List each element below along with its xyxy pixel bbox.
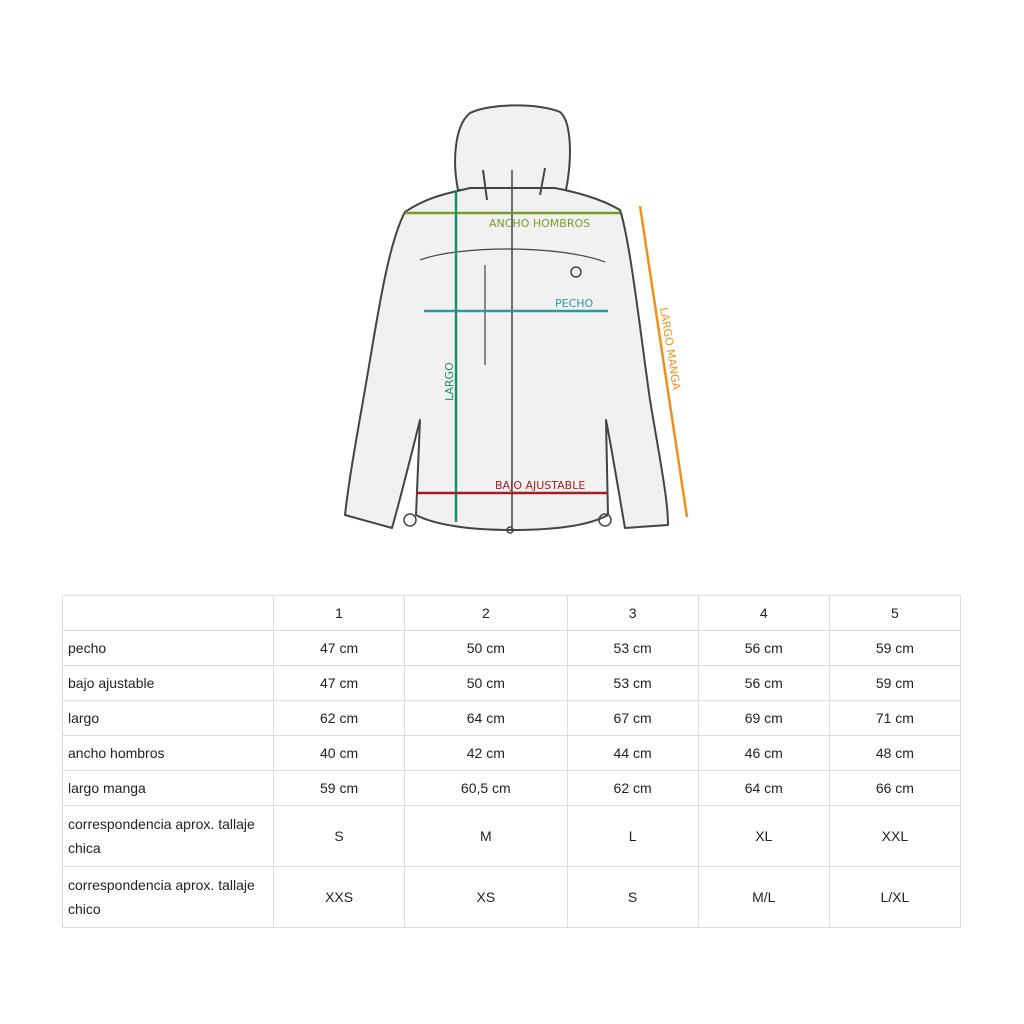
table-cell: 53 cm (566, 665, 699, 701)
sleeve-length-line (638, 205, 689, 518)
table-cell: 59 cm (828, 630, 962, 666)
row-label: largo manga (62, 770, 274, 806)
table-cell: 44 cm (566, 735, 699, 771)
table-cell: 46 cm (697, 735, 830, 771)
table-cell: XXS (272, 866, 406, 928)
table-cell: 56 cm (697, 665, 830, 701)
jacket-measurement-diagram: ANCHO HOMBROS PECHO BAJO AJUSTABLE LARGO… (344, 104, 689, 534)
table-cell: M (404, 805, 568, 867)
size-table: 1 2 3 4 5 pecho 47 cm 50 cm 53 cm 56 cm 59 cm bajo … (62, 595, 962, 928)
table-row: correspondencia aprox. tallaje chico XXS X… (62, 866, 962, 928)
table-cell: L/XL (828, 866, 962, 928)
table-cell: 59 cm (272, 770, 406, 806)
table-cell: 67 cm (566, 700, 699, 736)
hem-label: BAJO AJUSTABLE (495, 479, 585, 492)
table-cell: 69 cm (697, 700, 830, 736)
table-header-cell: 3 (566, 595, 699, 631)
table-row: pecho 47 cm 50 cm 53 cm 56 cm 59 cm (62, 630, 962, 666)
table-cell: 56 cm (697, 630, 830, 666)
table-cell: 47 cm (272, 665, 406, 701)
table-cell: 42 cm (404, 735, 568, 771)
row-label: largo (62, 700, 274, 736)
length-label: LARGO (443, 362, 456, 401)
table-cell: S (566, 866, 699, 928)
table-row: bajo ajustable 47 cm 50 cm 53 cm 56 cm 59 cm (62, 665, 962, 701)
row-label: correspondencia aprox. tallaje chico (62, 866, 274, 928)
table-cell: 48 cm (828, 735, 962, 771)
chest-label: PECHO (555, 297, 594, 310)
table-cell: 53 cm (566, 630, 699, 666)
table-header-cell: 5 (828, 595, 962, 631)
table-cell: 64 cm (697, 770, 830, 806)
table-cell: 50 cm (404, 665, 568, 701)
row-label: bajo ajustable (62, 665, 274, 701)
table-row: ancho hombros 40 cm 42 cm 44 cm 46 cm 48 cm (62, 735, 962, 771)
table-cell: 40 cm (272, 735, 406, 771)
table-cell: 60,5 cm (404, 770, 568, 806)
table-cell: 47 cm (272, 630, 406, 666)
row-label: correspondencia aprox. tallaje chica (62, 805, 274, 867)
table-cell: 64 cm (404, 700, 568, 736)
table-cell: 62 cm (566, 770, 699, 806)
table-cell: S (272, 805, 406, 867)
table-cell: XXL (828, 805, 962, 867)
table-cell: 66 cm (828, 770, 962, 806)
table-row: largo 62 cm 64 cm 67 cm 69 cm 71 cm (62, 700, 962, 736)
table-cell: 59 cm (828, 665, 962, 701)
table-header-cell: 4 (697, 595, 830, 631)
table-cell: M/L (697, 866, 830, 928)
table-row: correspondencia aprox. tallaje chica S M L X… (62, 805, 962, 867)
table-header-cell: 1 (272, 595, 406, 631)
table-cell: XL (697, 805, 830, 867)
shoulder-width-label: ANCHO HOMBROS (489, 217, 590, 230)
row-label: ancho hombros (62, 735, 274, 771)
table-cell: 50 cm (404, 630, 568, 666)
table-cell: 71 cm (828, 700, 962, 736)
table-cell: XS (404, 866, 568, 928)
table-cell: L (566, 805, 699, 867)
table-row: largo manga 59 cm 60,5 cm 62 cm 64 cm 66 cm (62, 770, 962, 806)
table-header-cell: 2 (404, 595, 568, 631)
row-label: pecho (62, 630, 274, 666)
table-header-cell (62, 595, 274, 631)
jacket-sketch (344, 104, 669, 534)
table-cell: 62 cm (272, 700, 406, 736)
